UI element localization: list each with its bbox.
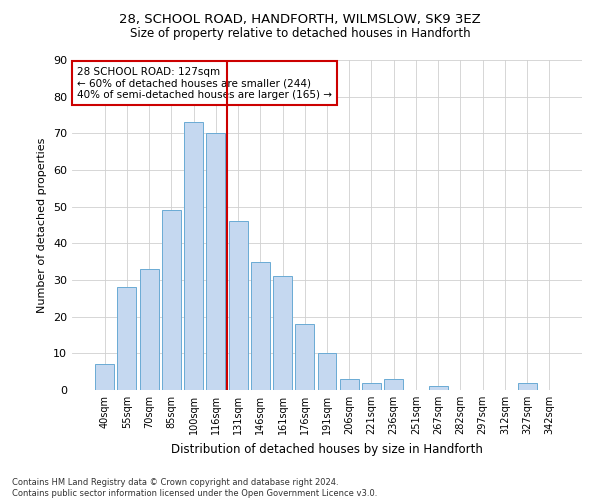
Bar [362,382,381,390]
Text: Size of property relative to detached houses in Handforth: Size of property relative to detached ho… [130,28,470,40]
Bar [317,354,337,390]
Bar [518,382,536,390]
X-axis label: Distribution of detached houses by size in Handforth: Distribution of detached houses by size … [171,442,483,456]
Bar [340,379,359,390]
Bar [251,262,270,390]
Bar [229,222,248,390]
Bar [184,122,203,390]
Bar [429,386,448,390]
Bar [118,288,136,390]
Bar [140,269,158,390]
Bar [295,324,314,390]
Text: 28 SCHOOL ROAD: 127sqm
← 60% of detached houses are smaller (244)
40% of semi-de: 28 SCHOOL ROAD: 127sqm ← 60% of detached… [77,66,332,100]
Bar [95,364,114,390]
Text: 28, SCHOOL ROAD, HANDFORTH, WILMSLOW, SK9 3EZ: 28, SCHOOL ROAD, HANDFORTH, WILMSLOW, SK… [119,12,481,26]
Bar [162,210,181,390]
Text: Contains HM Land Registry data © Crown copyright and database right 2024.
Contai: Contains HM Land Registry data © Crown c… [12,478,377,498]
Bar [384,379,403,390]
Y-axis label: Number of detached properties: Number of detached properties [37,138,47,312]
Bar [273,276,292,390]
Bar [206,134,225,390]
